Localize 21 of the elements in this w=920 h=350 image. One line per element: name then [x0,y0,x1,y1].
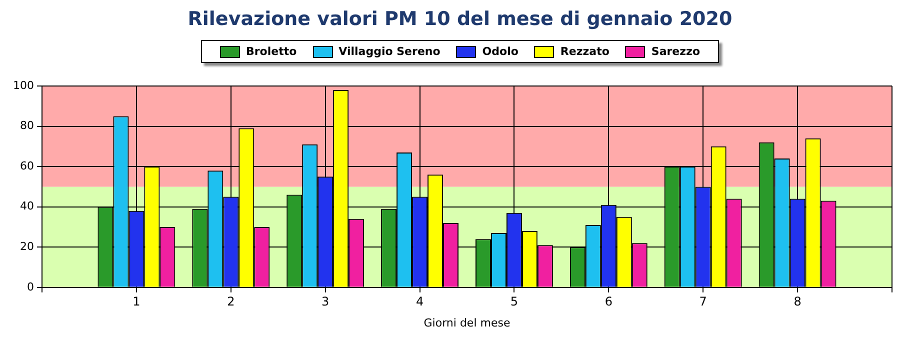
x-tick-label: 1 [132,294,140,309]
legend-label: Odolo [481,45,518,58]
y-tick-label: 80 [20,119,34,132]
legend-label: Broletto [245,45,297,58]
chart-title: Rilevazione valori PM 10 del mese di gennaio 2020 [186,8,734,32]
x-tick-label: 3 [322,294,330,309]
x-axis-title: Giorni del mese [424,316,510,330]
legend-label: Rezzato [559,45,610,58]
legend-label: Villaggio Sereno [338,45,440,58]
x-tick-label: 7 [699,294,707,309]
y-tick-label: 60 [20,159,34,172]
x-tick-label: 2 [227,294,235,309]
y-tick-label: 20 [20,240,34,253]
y-tick-label: 40 [20,200,34,213]
y-tick-label: 0 [26,280,34,294]
x-tick-label: 5 [510,294,518,309]
legend-label: Sarezzo [650,45,700,58]
y-tick-label: 100 [12,78,34,92]
x-tick-label: 8 [794,294,802,309]
x-tick-label: 6 [604,294,612,309]
x-tick-label: 4 [416,294,424,309]
